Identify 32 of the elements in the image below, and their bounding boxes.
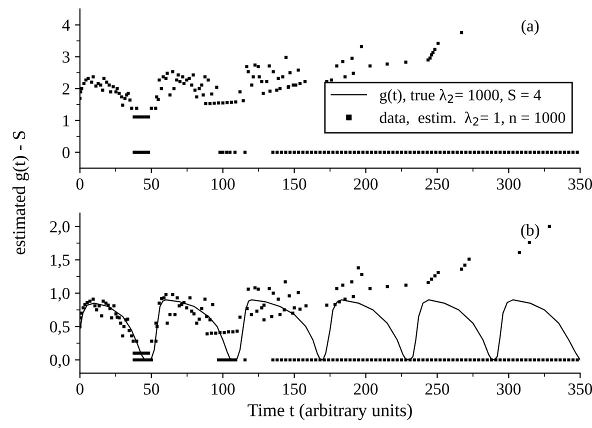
x-tick-label: 150 (283, 383, 306, 395)
y-tick-label: 2 (62, 83, 70, 94)
x-tick-label: 200 (354, 383, 378, 395)
x-tick-label: 350 (568, 383, 592, 395)
x-tick-label: 100 (212, 383, 235, 395)
y-tick-label: 0,0 (50, 354, 70, 368)
y-tick-label: 0,5 (50, 321, 70, 335)
legend-label: data, estim. λ$_{2}$= 1, n = 1000 (380, 112, 566, 126)
x-tick-label: 200 (354, 178, 378, 190)
x-tick-label: 50 (144, 178, 160, 190)
x-tick-label: 250 (425, 383, 450, 395)
x-tick-label: 300 (496, 383, 521, 395)
x-tick-label: 50 (144, 383, 160, 395)
x-tick-label: 300 (496, 178, 521, 190)
y-tick-label: 4 (62, 20, 70, 31)
x-tick-label: 0 (76, 383, 84, 395)
y-axis-title: estimated g(t) - S (12, 131, 29, 254)
x-tick-label: 100 (212, 178, 235, 190)
y-tick-label: 1,5 (50, 254, 70, 268)
y-tick-label: 0 (62, 146, 70, 158)
y-tick-label: 1,0 (50, 288, 70, 302)
x-tick-label: 0 (76, 178, 84, 190)
x-axis-title: Time t (arbitrary units) (248, 404, 412, 420)
x-tick-label: 350 (568, 178, 592, 190)
x-tick-label: 250 (425, 178, 450, 190)
annotation: (b) (521, 224, 540, 240)
y-tick-label: 3 (62, 52, 70, 63)
legend-label: g(t), true λ$_{2}$= 1000, S = 4 (380, 88, 542, 104)
y-tick-label: 2,0 (50, 221, 70, 235)
annotation: (a) (522, 20, 539, 35)
y-tick-label: 1 (63, 115, 70, 126)
x-tick-label: 150 (283, 178, 306, 190)
